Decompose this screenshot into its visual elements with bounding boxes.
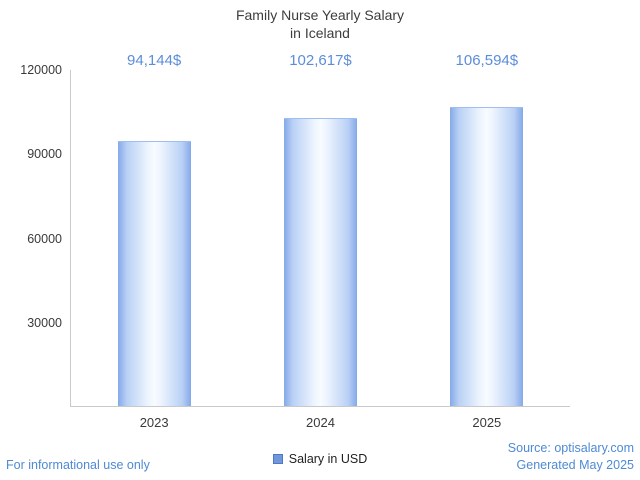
bar-slot-2024 xyxy=(237,70,403,406)
x-label-2025: 2025 xyxy=(472,415,502,430)
source-block: Source: optisalary.com Generated May 202… xyxy=(508,440,634,474)
bar-2025 xyxy=(450,106,524,406)
x-label-2023: 2023 xyxy=(139,415,169,430)
value-label-2023: 94,144$ xyxy=(127,52,182,69)
generated-text: Generated May 2025 xyxy=(516,458,634,473)
chart-title-line1: Family Nurse Yearly Salary xyxy=(235,7,405,23)
x-label-2024: 2024 xyxy=(306,415,335,430)
y-tick-label: 60000 xyxy=(27,231,62,246)
value-label-2025: 106,594$ xyxy=(455,52,519,69)
bars-row xyxy=(71,70,570,406)
bar-2024 xyxy=(283,117,357,406)
chart-title-line2: in Iceland xyxy=(290,25,350,42)
legend-label: Salary in USD xyxy=(288,452,368,466)
source-text: Source: optisalary.com xyxy=(507,441,634,456)
value-labels-row: 94,144$ 102,617$ 106,594$ xyxy=(71,52,570,69)
y-tick-label: 30000 xyxy=(27,315,62,330)
y-axis: 30000 60000 90000 120000 xyxy=(0,63,62,407)
bar-slot-2023 xyxy=(71,70,237,406)
plot-area: 94,144$ 102,617$ 106,594$ 2023 2024 2025 xyxy=(70,52,570,430)
bar-2023 xyxy=(117,141,191,406)
chart-title: Family Nurse Yearly Salary in Iceland xyxy=(0,6,640,42)
disclaimer-text: For informational use only xyxy=(6,458,150,472)
y-tick-label: 90000 xyxy=(27,147,62,162)
x-axis-labels: 2023 2024 2025 xyxy=(71,406,570,430)
legend-square-icon xyxy=(272,454,283,464)
y-tick-label: 120000 xyxy=(20,63,62,77)
legend[interactable]: Salary in USD xyxy=(0,452,640,466)
bar-slot-2025 xyxy=(404,70,570,406)
value-label-2024: 102,617$ xyxy=(289,52,352,69)
